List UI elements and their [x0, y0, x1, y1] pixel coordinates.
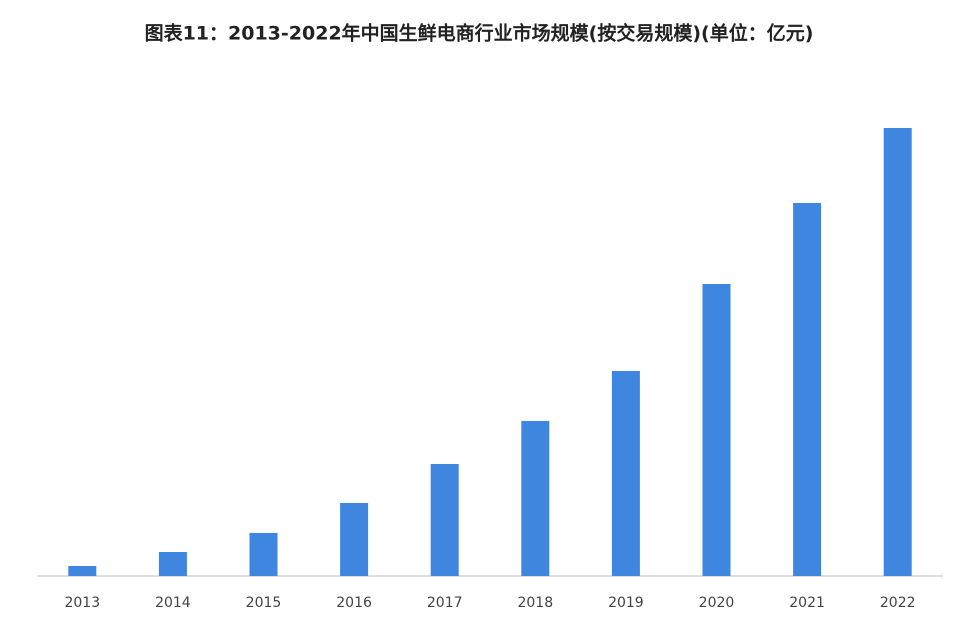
x-tick-label: 2013 [64, 595, 100, 611]
bar [883, 128, 912, 576]
bar [340, 502, 369, 576]
x-tick-label: 2015 [246, 595, 282, 611]
x-tick-label: 2016 [336, 595, 372, 611]
x-tick-label: 2018 [517, 595, 553, 611]
x-tick-label: 2020 [699, 595, 735, 611]
bar [793, 202, 822, 576]
bar [430, 464, 459, 576]
x-tick-label: 2014 [155, 595, 191, 611]
chart-title: 图表11：2013-2022年中国生鲜电商行业市场规模(按交易规模)(单位：亿元… [145, 22, 814, 45]
bar [68, 566, 97, 576]
bar [521, 420, 550, 576]
x-tick-label: 2021 [789, 595, 825, 611]
bar [702, 284, 731, 576]
bar [158, 552, 187, 576]
x-tick-label: 2017 [427, 595, 463, 611]
x-tick-label: 2022 [880, 595, 916, 611]
bar [611, 370, 640, 576]
x-tick-label: 2019 [608, 595, 644, 611]
bar [249, 532, 278, 576]
